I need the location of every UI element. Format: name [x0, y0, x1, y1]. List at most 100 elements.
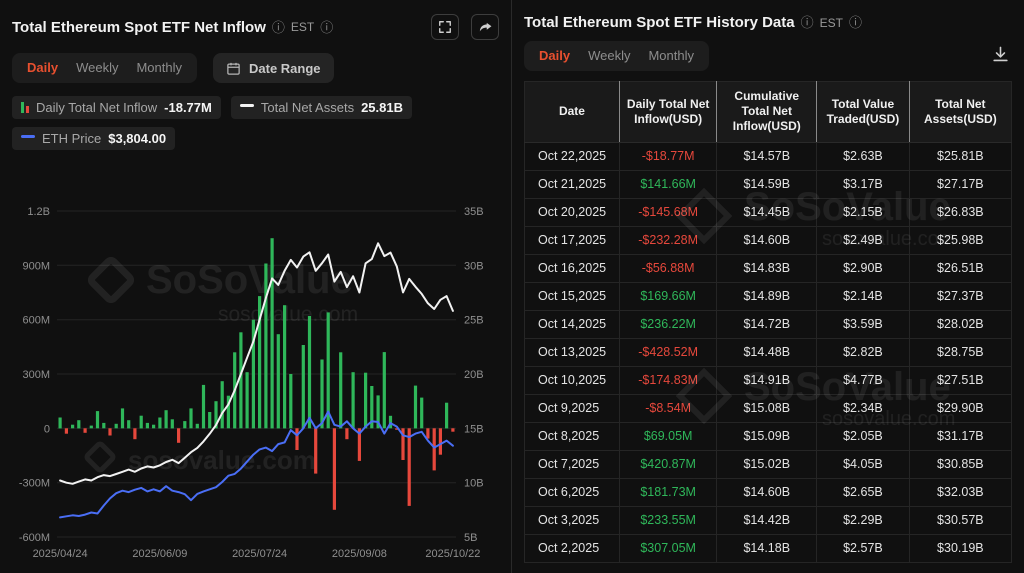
column-header-cumulative-net-inflow: Cumulative Total Net Inflow(USD)	[716, 81, 817, 143]
total-net-assets-cell: $29.90B	[908, 394, 1012, 423]
total-net-assets-cell: $27.37B	[908, 282, 1012, 311]
svg-text:2025/10/22: 2025/10/22	[425, 548, 480, 560]
legend-eth-price[interactable]: ETH Price $3,804.00	[12, 127, 176, 150]
history-tab-monthly[interactable]: Monthly	[648, 48, 694, 63]
blue-line-icon	[21, 135, 35, 142]
table-row[interactable]: Oct 7,2025 $420.87M $15.02B $4.05B $30.85B	[524, 450, 1012, 479]
svg-text:900M: 900M	[22, 260, 50, 272]
table-row[interactable]: Oct 21,2025 $141.66M $14.59B $3.17B $27.17B	[524, 170, 1012, 199]
table-row[interactable]: Oct 10,2025 -$174.83M $14.91B $4.77B $27.51B	[524, 366, 1012, 395]
daily-net-inflow-cell: -$428.52M	[618, 338, 717, 367]
net-inflow-panel: Total Ethereum Spot ETF Net Inflow ⓘ EST…	[0, 0, 511, 573]
table-row[interactable]: Oct 6,2025 $181.73M $14.60B $2.65B $32.03B	[524, 478, 1012, 507]
title-info-icon[interactable]: ⓘ	[271, 19, 285, 35]
net-inflow-header: Total Ethereum Spot ETF Net Inflow ⓘ EST…	[0, 0, 511, 40]
inflow-tab-daily[interactable]: Daily	[27, 60, 59, 75]
history-tab-weekly[interactable]: Weekly	[588, 48, 631, 63]
total-value-traded-cell: $2.82B	[816, 338, 910, 367]
inflow-tab-monthly[interactable]: Monthly	[136, 60, 182, 75]
cumulative-net-inflow-cell: $14.72B	[716, 310, 817, 339]
share-button[interactable]	[471, 14, 499, 40]
total-value-traded-cell: $2.65B	[816, 478, 910, 507]
table-row[interactable]: Oct 2,2025 $307.05M $14.18B $2.57B $30.19B	[524, 534, 1012, 563]
download-button[interactable]	[989, 43, 1012, 69]
legend-daily-net-inflow[interactable]: Daily Total Net Inflow -18.77M	[12, 96, 221, 119]
table-row[interactable]: Oct 3,2025 $233.55M $14.42B $2.29B $30.57B	[524, 506, 1012, 535]
total-net-assets-cell: $30.57B	[908, 506, 1012, 535]
total-value-traded-cell: $2.15B	[816, 198, 910, 227]
net-inflow-controls: Daily Weekly Monthly Date Range	[12, 53, 499, 83]
date-cell: Oct 14,2025	[524, 310, 620, 339]
date-cell: Oct 13,2025	[524, 338, 620, 367]
table-row[interactable]: Oct 20,2025 -$145.68M $14.45B $2.15B $26.83B	[524, 198, 1012, 227]
net-inflow-title: Total Ethereum Spot ETF Net Inflow	[12, 18, 266, 36]
svg-text:sosovalue.com: sosovalue.com	[218, 303, 358, 326]
table-row[interactable]: Oct 16,2025 -$56.88M $14.83B $2.90B $26.51B	[524, 254, 1012, 283]
inflow-tab-weekly[interactable]: Weekly	[76, 60, 119, 75]
fullscreen-button[interactable]	[431, 14, 459, 40]
calendar-icon	[227, 62, 240, 75]
date-range-label: Date Range	[249, 60, 321, 76]
daily-net-inflow-cell: $236.22M	[618, 310, 717, 339]
svg-text:-300M: -300M	[19, 478, 50, 490]
date-cell: Oct 7,2025	[524, 450, 620, 479]
date-cell: Oct 9,2025	[524, 394, 620, 423]
total-value-traded-cell: $2.14B	[816, 282, 910, 311]
total-net-assets-cell: $27.17B	[908, 170, 1012, 199]
table-row[interactable]: Oct 13,2025 -$428.52M $14.48B $2.82B $28.75B	[524, 338, 1012, 367]
cumulative-net-inflow-cell: $14.60B	[716, 226, 817, 255]
total-value-traded-cell: $3.59B	[816, 310, 910, 339]
svg-text:600M: 600M	[22, 315, 50, 327]
table-row[interactable]: Oct 14,2025 $236.22M $14.72B $3.59B $28.02B	[524, 310, 1012, 339]
date-cell: Oct 17,2025	[524, 226, 620, 255]
total-value-traded-cell: $4.05B	[816, 450, 910, 479]
cumulative-net-inflow-cell: $14.57B	[716, 142, 817, 171]
svg-text:35B: 35B	[464, 206, 484, 218]
total-net-assets-cell: $26.83B	[908, 198, 1012, 227]
svg-text:5B: 5B	[464, 532, 477, 544]
daily-net-inflow-cell: $181.73M	[618, 478, 717, 507]
net-inflow-chart[interactable]: 1.2B 35B 900M 30B 600M 25B 300M 20B 0 15B -300M 10B…	[0, 181, 511, 573]
white-line-icon	[239, 104, 254, 111]
total-net-assets-cell: $32.03B	[908, 478, 1012, 507]
date-cell: Oct 22,2025	[524, 142, 620, 171]
history-tab-daily[interactable]: Daily	[539, 48, 571, 63]
total-value-traded-cell: $2.49B	[816, 226, 910, 255]
legend-value: 25.81B	[361, 100, 403, 115]
table-row[interactable]: Oct 17,2025 -$232.28M $14.60B $2.49B $25.98B	[524, 226, 1012, 255]
svg-text:SoSoValue: SoSoValue	[146, 258, 353, 302]
svg-text:30B: 30B	[464, 260, 484, 272]
svg-text:10B: 10B	[464, 478, 484, 490]
date-cell: Oct 20,2025	[524, 198, 620, 227]
table-row[interactable]: Oct 8,2025 $69.05M $15.09B $2.05B $31.17B	[524, 422, 1012, 451]
daily-net-inflow-cell: -$145.68M	[618, 198, 717, 227]
table-row[interactable]: Oct 15,2025 $169.66M $14.89B $2.14B $27.37B	[524, 282, 1012, 311]
chart-legend: Daily Total Net Inflow -18.77M Total Net…	[12, 96, 499, 150]
daily-net-inflow-cell: $233.55M	[618, 506, 717, 535]
title-info-icon[interactable]: ⓘ	[800, 15, 814, 30]
table-row[interactable]: Oct 9,2025 -$8.54M $15.08B $2.34B $29.90B	[524, 394, 1012, 423]
table-row[interactable]: Oct 22,2025 -$18.77M $14.57B $2.63B $25.81B	[524, 142, 1012, 171]
daily-net-inflow-cell: $307.05M	[618, 534, 717, 563]
total-net-assets-cell: $30.19B	[908, 534, 1012, 563]
daily-net-inflow-cell: -$174.83M	[618, 366, 717, 395]
legend-label: Total Net Assets	[260, 100, 355, 115]
legend-total-net-assets[interactable]: Total Net Assets 25.81B	[230, 96, 412, 119]
total-value-traded-cell: $2.63B	[816, 142, 910, 171]
svg-text:2025/06/09: 2025/06/09	[132, 548, 187, 560]
timezone-info-icon[interactable]: ⓘ	[320, 19, 334, 35]
date-range-button[interactable]: Date Range	[213, 53, 334, 83]
cumulative-net-inflow-cell: $14.83B	[716, 254, 817, 283]
daily-net-inflow-cell: $141.66M	[618, 170, 717, 199]
download-icon	[993, 46, 1008, 62]
cumulative-net-inflow-cell: $14.42B	[716, 506, 817, 535]
cumulative-net-inflow-cell: $14.91B	[716, 366, 817, 395]
total-net-assets-cell: $28.02B	[908, 310, 1012, 339]
svg-text:2025/07/24: 2025/07/24	[232, 548, 287, 560]
history-tab-group: Daily Weekly Monthly	[524, 41, 709, 71]
timezone-info-icon[interactable]: ⓘ	[848, 15, 862, 30]
date-cell: Oct 3,2025	[524, 506, 620, 535]
date-cell: Oct 15,2025	[524, 282, 620, 311]
cumulative-net-inflow-cell: $14.60B	[716, 478, 817, 507]
